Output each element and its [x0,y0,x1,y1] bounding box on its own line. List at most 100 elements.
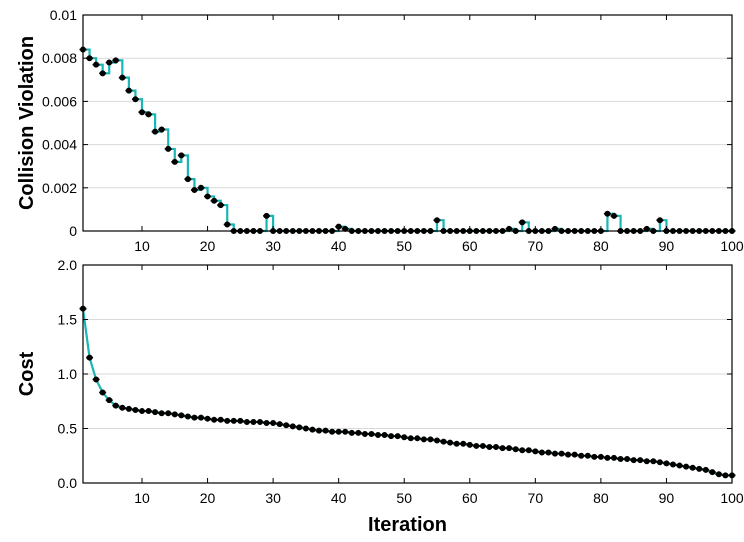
y-tick-label: 1.5 [58,312,78,328]
x-tick-label: 10 [134,490,150,506]
data-point [289,423,297,430]
data-point [715,471,723,478]
data-point [269,420,277,427]
data-point [210,197,218,204]
data-point [145,408,153,415]
data-point [603,210,611,217]
data-point [669,461,677,468]
x-tick-label: 100 [720,490,744,506]
x-axis-label: Iteration [368,514,447,536]
data-point [243,418,251,425]
data-point [518,447,526,454]
data-point [603,454,611,461]
data-point [341,225,349,232]
data-point [544,449,552,456]
data-point [217,202,225,209]
x-tick-label: 50 [396,490,412,506]
data-point [584,452,592,459]
series-line [83,48,732,233]
data-point [597,453,605,460]
data-point [525,447,533,454]
series [79,305,736,479]
data-point [505,225,513,232]
x-tick-label: 70 [528,238,544,254]
x-tick-label: 70 [528,490,544,506]
data-point [145,111,153,118]
data-point [125,405,133,412]
data-point [171,158,179,165]
data-point [558,450,566,457]
data-point [374,432,382,439]
x-tick-label: 60 [462,238,478,254]
data-point [308,426,316,433]
data-point [367,430,375,437]
data-point [138,408,146,415]
y-ticks: 0 0.002 0.004 0.006 0.008 0.01 [42,7,732,239]
data-point [263,420,271,427]
data-point [105,397,113,404]
data-point [315,427,323,434]
data-point [92,376,100,383]
data-point [407,435,415,442]
x-tick-label: 10 [134,238,150,254]
data-point [433,437,441,444]
y-tick-label: 0.01 [50,7,77,23]
y-ticks: 0.0 0.5 1.0 1.5 2.0 [58,257,732,491]
data-point [479,442,487,449]
data-point [499,445,507,452]
data-point [190,414,198,421]
data-point [400,434,408,441]
data-point [105,59,113,66]
data-point [551,450,559,457]
data-point [138,109,146,116]
data-point [204,193,212,200]
data-point [610,454,618,461]
data-point [217,416,225,423]
data-point [341,428,349,435]
data-point [381,432,389,439]
data-point [420,436,428,443]
data-point [394,433,402,440]
data-point [151,409,159,416]
data-point [210,416,218,423]
data-point [466,441,474,448]
data-point [302,425,310,432]
data-point [86,354,94,361]
data-point [426,436,434,443]
plot-frame [82,14,733,232]
data-point [322,427,330,434]
data-point [282,422,290,429]
y-tick-label: 0.006 [42,93,77,109]
y-tick-label: 0 [69,223,77,239]
data-point [158,410,166,417]
data-point [459,440,467,447]
x-tick-label: 40 [331,238,347,254]
data-point [112,57,120,64]
data-point [164,145,172,152]
data-point [440,438,448,445]
y-tick-label: 0.5 [58,421,78,437]
data-point [184,176,192,183]
data-point [413,435,421,442]
data-point [682,463,690,470]
y-axis-label: Cost [16,351,38,396]
data-point [276,421,284,428]
data-point [643,458,651,465]
data-point [164,410,172,417]
data-point [230,417,238,424]
data-point [348,429,356,436]
data-point [472,442,480,449]
data-point [630,457,638,464]
y-tick-label: 1.0 [58,366,78,382]
data-point [112,402,120,409]
y-tick-label: 2.0 [58,257,78,273]
data-point [190,186,198,193]
data-point [656,459,664,466]
x-tick-label: 80 [593,238,609,254]
grid [83,57,732,189]
grid [83,319,732,429]
data-point [571,451,579,458]
data-point [649,458,657,465]
x-tick-label: 80 [593,490,609,506]
